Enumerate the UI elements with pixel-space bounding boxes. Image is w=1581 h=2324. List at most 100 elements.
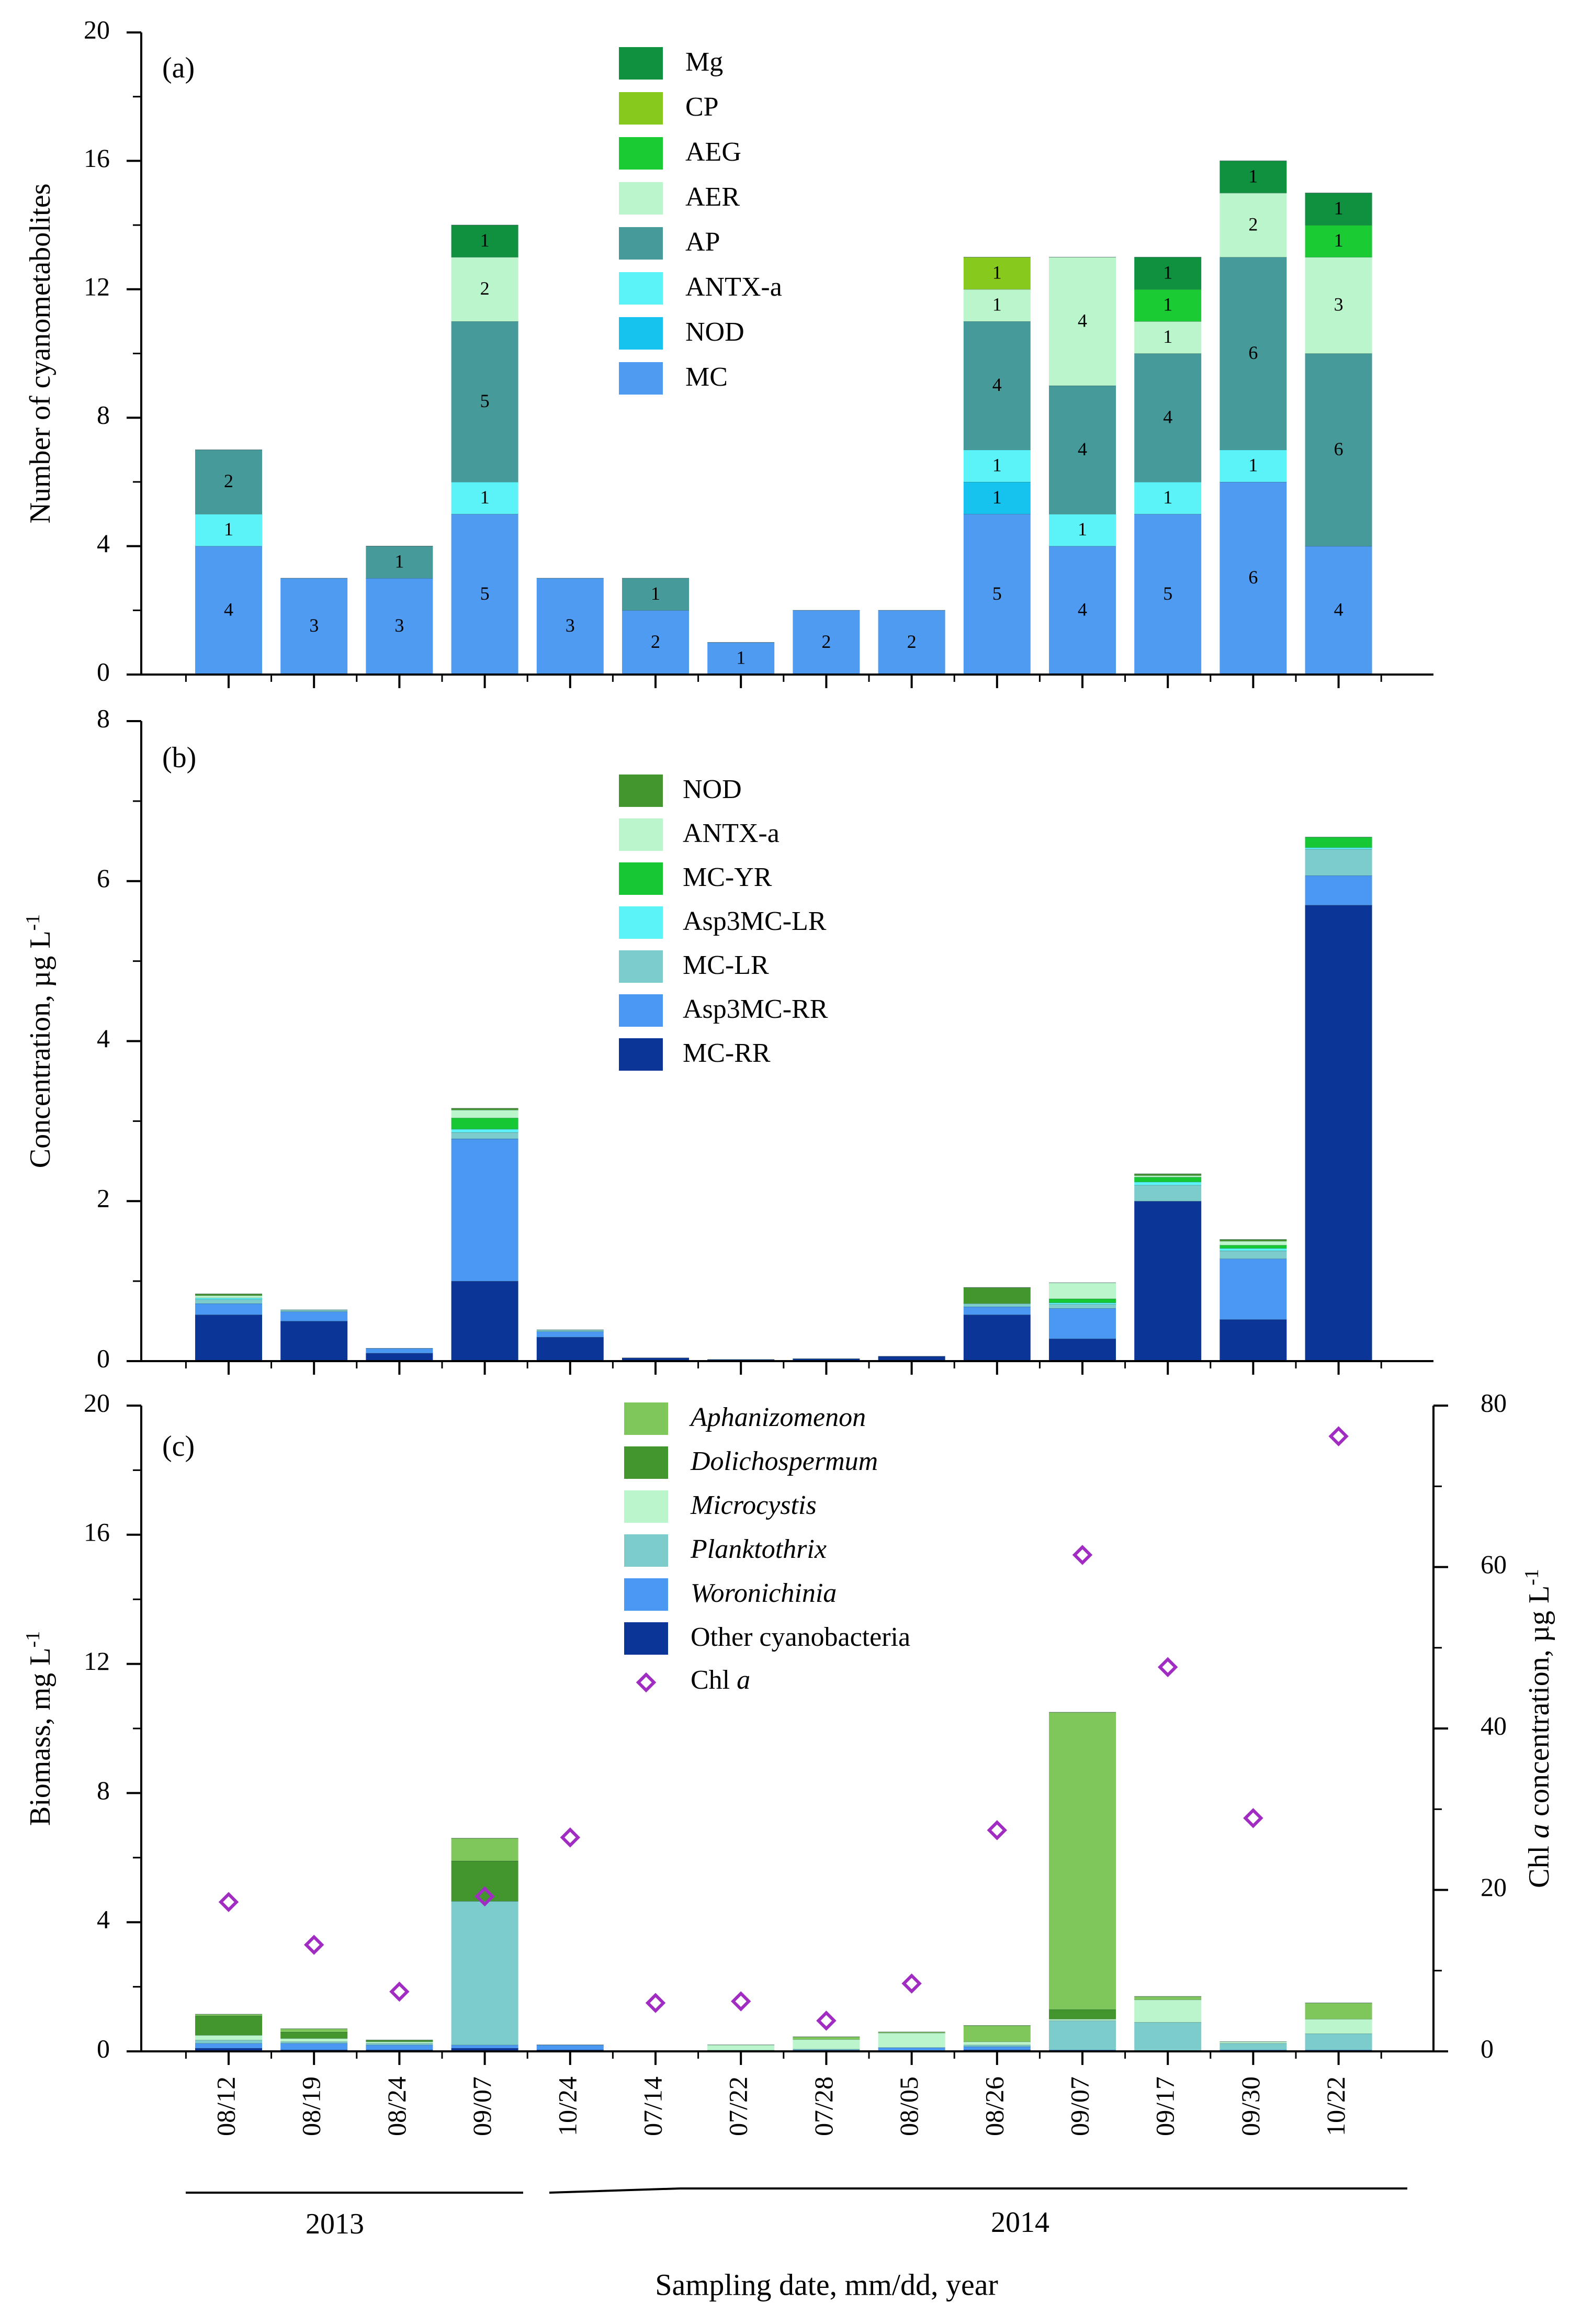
panel-a-bar-mc-6 [707,642,775,675]
panel-b-bar-mc-rr-7 [793,1359,860,1361]
panel-c-bar-planktothrix-13 [1305,2034,1372,2050]
panel-a-bar-label: 1 [1163,487,1172,508]
chl-a-marker-6 [730,1991,751,2012]
secondary-y-tick-label: 20 [1481,1872,1507,1902]
x-tick-label: 08/12 [211,2076,240,2136]
panel-a-bar-mc-7 [793,610,860,675]
panel-a-legend-label-cp: CP [685,92,719,122]
panel-c-legend-label-dolichospermum: Dolichospermum [690,1446,878,1476]
panel-b-bar-asp3mc-lr-13 [1305,847,1372,849]
chl-a-marker-2 [389,1981,410,2002]
panel-a-bar-mc-12 [1219,481,1287,675]
panel-a-bar-mc-13 [1305,546,1372,675]
x-tick-label: 08/05 [894,2076,923,2136]
panel-c-bar-other-cyanobacteria-0 [195,2048,262,2051]
chl-a-marker-12 [1243,1807,1263,1828]
panel-a-legend-label-mc: MC [685,362,728,392]
panel-a-bar-mc-5 [622,610,689,675]
chl-a-marker-13 [1328,1426,1349,1446]
panel-a-bar-label: 3 [309,615,319,636]
panel-a-bar-label: 1 [992,487,1002,508]
panel-c-y-tick-label: 4 [97,1905,110,1934]
panel-a-bar-label: 2 [907,631,917,652]
panel-c-y-tick-label: 0 [97,2034,110,2063]
panel-c-legend-swatch-dolichospermum [624,1446,668,1479]
panel-a-bar-label: 4 [1078,310,1087,331]
panel-a-bar-cp-9 [963,257,1031,289]
panel-c-bar-planktothrix-11 [1134,2022,1202,2051]
panel-b-bar-mc-rr-5 [622,1357,689,1361]
panel-a-bar-antx-a-10 [1049,514,1116,546]
panel-a-bar-label: 5 [480,583,490,604]
panel-a-bar-mc-11 [1134,514,1202,675]
secondary-y-title-sup: -1 [1521,1569,1543,1586]
panel-b-legend-swatch-asp3mc-lr [619,906,663,939]
panel-b-legend-swatch-asp3mc-rr [619,994,663,1027]
panel-a-bar-label: 1 [992,294,1002,315]
panel-a-bar-label: 4 [1078,599,1087,620]
x-tick-label: 09/17 [1150,2076,1180,2136]
panel-b-bar-asp3mc-rr-12 [1219,1259,1287,1320]
panel-c-y-axis-title: Biomass, mg L-1 [22,1631,57,1826]
panel-b-bar-mc-lr-3 [451,1132,518,1139]
panel-c-bar-microcystis-10 [1049,2019,1116,2021]
panel-a-bar-mc-3 [451,514,518,675]
panel-b-bar-mc-rr-4 [536,1337,604,1361]
panel-a-bar-aer-12 [1219,193,1287,257]
chl-a-marker-5 [645,1993,666,2013]
panel-c-bar-microcystis-0 [195,2035,262,2040]
legend-marker-chl-a [636,1672,657,1693]
panel-b-legend-swatch-nod [619,774,663,807]
panel-c-bar-microcystis-13 [1305,2019,1372,2034]
panel-a-bar-label: 1 [1078,519,1087,540]
x-tick-label: 07/22 [724,2076,753,2136]
panel-b-y-title-sup: -1 [22,914,44,931]
panel-c-tag: (c) [162,1430,195,1463]
panel-b-bar-mc-lr-13 [1305,849,1372,876]
panel-c-legend-label-planktothrix: Planktothrix [690,1534,827,1564]
panel-a-y-tick-label: 16 [84,143,110,173]
panel-a-bar-ap-9 [963,321,1031,450]
panel-c-bar-woronichinia-1 [280,2043,348,2050]
panel-c-bar-aphanizomenon-11 [1134,1996,1202,2000]
x-tick-label: 09/30 [1236,2076,1265,2136]
x-tick-label: 08/26 [979,2076,1009,2136]
panel-a-bar-antx-a-9 [963,450,1031,482]
panel-c-legend-label-microcystis: Microcystis [690,1490,817,1520]
panel-a-y-tick-label: 0 [97,657,110,686]
panel-c-bar-aphanizomenon-10 [1049,1712,1116,2009]
panel-b-bar-nod-3 [451,1108,518,1110]
secondary-y-title-italic: a [1523,1824,1555,1838]
panel-b-bar-asp3mc-rr-1 [280,1311,348,1321]
secondary-y-title-mid: concentration, µg L [1523,1586,1555,1824]
panel-a-bar-label: 5 [480,390,490,411]
panel-a-bar-mc-9 [963,514,1031,675]
panel-a-bar-aer-13 [1305,257,1372,354]
panel-a-bar-label: 3 [1334,294,1343,315]
secondary-y-title-prefix: Chl [1523,1838,1555,1888]
panel-b-bar-asp3mc-lr-3 [451,1129,518,1132]
panel-a-bar-label: 6 [1334,439,1343,459]
panel-a-bar-mg-3 [451,225,518,257]
panel-a-bar-ap-12 [1219,257,1287,450]
panel-b-group: 0 2 4 6 8 Concentration, µg L-1 (b) NOD ANTX-a MC… [22,703,1433,1375]
panel-a-bar-label: 1 [1163,262,1172,283]
panel-b-bar-mc-rr-8 [878,1356,945,1361]
panel-c-bar-microcystis-12 [1219,2041,1287,2044]
panel-b-bar-antx-a-11 [1134,1175,1202,1177]
panel-b-bar-nod-9 [963,1287,1031,1304]
panel-b-bar-asp3mc-rr-3 [451,1139,518,1282]
panel-b-bar-mc-yr-10 [1049,1298,1116,1303]
panel-a-bar-aeg-13 [1305,225,1372,257]
legend-chl-prefix: Chl [691,1665,737,1695]
panel-c-bar-dolichospermum-10 [1049,2009,1116,2019]
panel-a-bar-mc-1 [280,578,348,675]
panel-b-legend-swatch-antx-a [619,818,663,851]
panel-a-y-tick-label: 20 [84,15,110,44]
panel-b-legend-label-nod: NOD [683,774,742,804]
panel-a-bar-mc-2 [366,578,433,675]
panel-b-bar-mc-rr-9 [963,1315,1031,1361]
panel-c-bar-woronichinia-8 [878,2047,945,2051]
